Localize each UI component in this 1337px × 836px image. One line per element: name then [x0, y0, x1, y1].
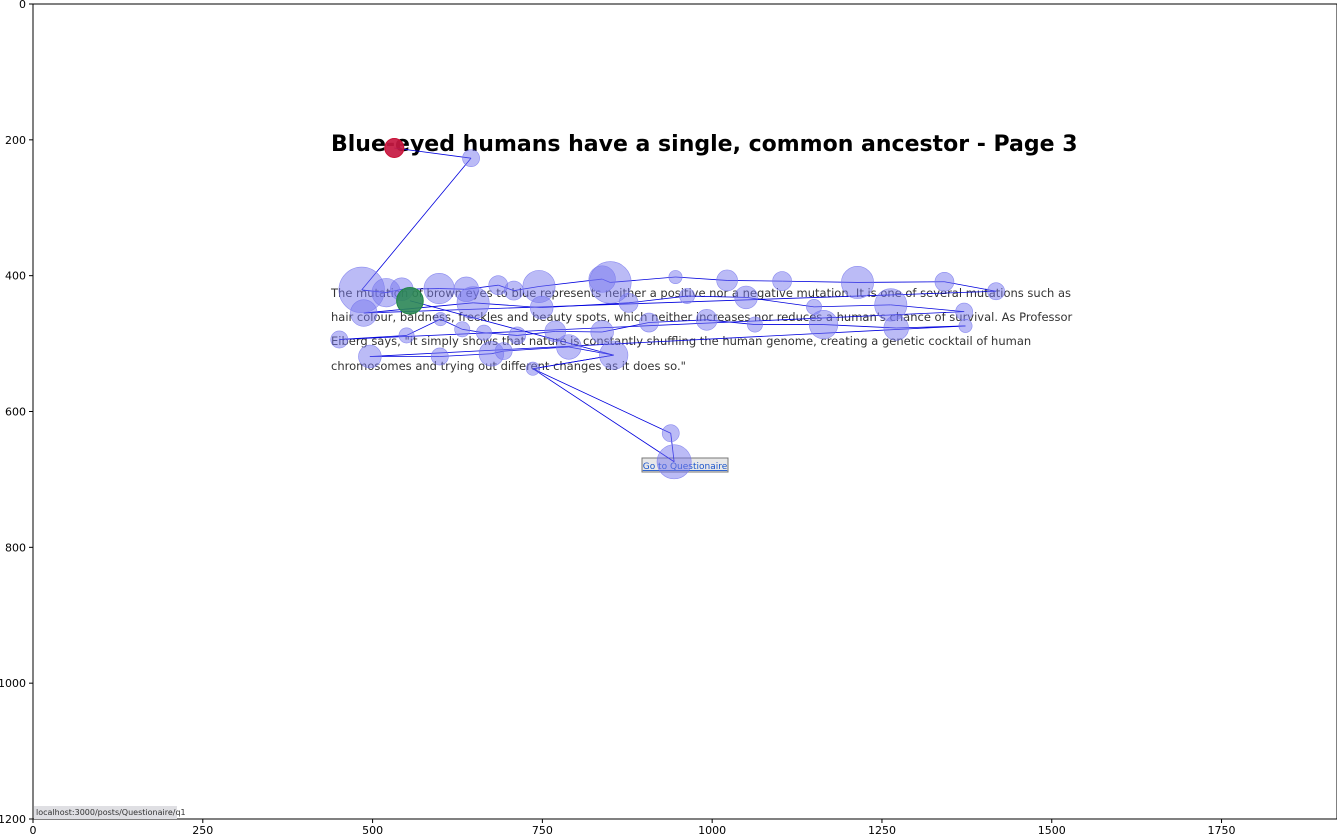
y-tick-label: 400: [5, 270, 26, 283]
fixation-point: [661, 424, 680, 443]
fixation-point: [987, 282, 1005, 301]
fixation-point: [599, 340, 629, 370]
x-tick-label: 1500: [1038, 824, 1066, 836]
fixation-point: [772, 271, 792, 291]
fixation-point: [679, 288, 695, 304]
saccade-line: [532, 368, 675, 463]
fixation-point: [350, 299, 378, 327]
fixation-point: [529, 295, 554, 320]
fixation-point: [330, 330, 349, 349]
saccade-line: [339, 335, 407, 340]
fixation-point: [734, 285, 758, 310]
y-axis: 0 200 400 600 800 1000 1200: [0, 0, 33, 826]
fixation-point: [874, 288, 908, 322]
fixation-point: [656, 444, 692, 480]
fixation-point: [716, 269, 738, 292]
fixation-point: [476, 324, 492, 341]
fixation-point: [695, 309, 718, 331]
start-fixation-point: [384, 137, 405, 158]
y-tick-label: 600: [5, 406, 26, 419]
page-title: Blue-eyed humans have a single, common a…: [331, 132, 1078, 157]
fixation-point: [398, 327, 415, 344]
saccade-line: [361, 157, 472, 291]
fixation-point: [841, 265, 874, 299]
saccade-line: [532, 368, 671, 434]
x-tick-label: 1250: [868, 824, 896, 836]
x-tick-label: 500: [362, 824, 383, 836]
x-tick-label: 1750: [1208, 824, 1236, 836]
fixation-point: [508, 326, 527, 345]
fixation-point: [456, 286, 490, 320]
plot-frame: [32, 3, 1337, 820]
fixation-point: [433, 312, 448, 327]
saccade-line: [369, 325, 966, 357]
fixation-point: [639, 312, 659, 333]
paragraph-line: chromosomes and trying out different cha…: [331, 359, 686, 373]
fixation-point: [358, 344, 382, 369]
fixation-point: [590, 320, 614, 344]
fixation-point: [556, 334, 582, 360]
start-end-markers: [384, 137, 424, 315]
fixations: [330, 138, 1005, 480]
fixation-point: [504, 280, 524, 301]
y-tick-label: 0: [19, 0, 26, 11]
fixation-point: [618, 293, 639, 313]
x-tick-label: 1000: [698, 824, 726, 836]
fixation-point: [808, 310, 839, 340]
fixation-point: [883, 315, 909, 341]
saccade-line: [394, 147, 472, 159]
fixation-point: [955, 302, 973, 321]
fixation-point: [934, 271, 955, 292]
fixation-point: [544, 320, 567, 343]
fixation-point: [462, 149, 480, 168]
x-tick-label: 0: [30, 824, 37, 836]
paragraph-line: Eiberg says, "it simply shows that natur…: [331, 334, 1031, 348]
fixation-point: [423, 273, 455, 305]
fixation-point: [525, 361, 540, 376]
y-tick-label: 200: [5, 134, 26, 147]
x-tick-label: 250: [192, 824, 213, 836]
fixation-point: [494, 342, 513, 360]
fixation-point: [430, 347, 449, 366]
y-tick-label: 800: [5, 541, 26, 554]
fixation-point: [589, 261, 632, 304]
status-url: localhost:3000/posts/Questionaire/q1: [36, 808, 186, 817]
saccade-line: [541, 302, 629, 308]
x-tick-label: 750: [532, 824, 553, 836]
fixation-point: [668, 270, 683, 284]
x-axis: 0 250 500 750 1000 1250 1500 1750: [30, 819, 1236, 836]
fixation-point: [747, 316, 763, 333]
fixation-point: [454, 321, 471, 338]
end-fixation-point: [396, 286, 424, 315]
fixation-point: [958, 318, 973, 333]
status-bar: localhost:3000/posts/Questionaire/q1: [34, 806, 186, 819]
y-tick-label: 1000: [0, 677, 26, 690]
y-tick-label: 1200: [0, 813, 26, 826]
